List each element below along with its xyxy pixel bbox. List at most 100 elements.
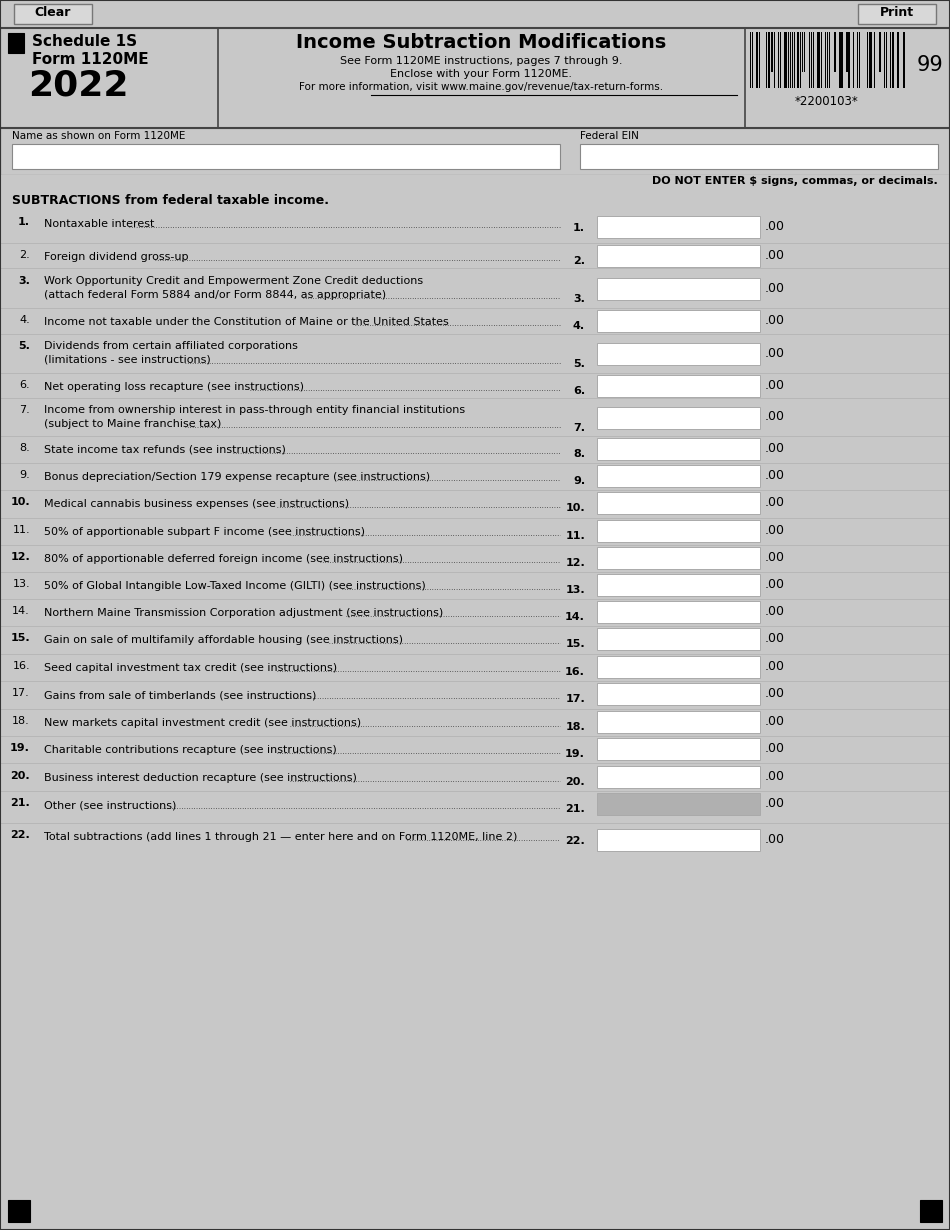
Text: 15.: 15.: [10, 633, 30, 643]
Bar: [793, 32, 794, 89]
Bar: [8, 1200, 30, 1221]
Bar: [802, 32, 803, 73]
Text: 8.: 8.: [573, 449, 585, 459]
Text: Nontaxable interest: Nontaxable interest: [44, 219, 154, 229]
Bar: [0, 825, 950, 855]
Bar: [0, 711, 950, 733]
Bar: [597, 438, 760, 460]
Text: .00: .00: [765, 742, 785, 755]
Text: (limitations - see instructions): (limitations - see instructions): [44, 355, 211, 365]
Bar: [597, 216, 760, 237]
Text: .00: .00: [765, 496, 785, 509]
Bar: [846, 32, 848, 73]
Bar: [858, 32, 859, 89]
Text: 1.: 1.: [573, 223, 585, 232]
Text: .00: .00: [765, 379, 785, 392]
Bar: [0, 245, 950, 267]
Text: .00: .00: [765, 551, 785, 565]
Text: 7.: 7.: [19, 405, 30, 415]
Text: 16.: 16.: [12, 661, 30, 672]
Bar: [0, 683, 950, 705]
Text: 6.: 6.: [573, 386, 585, 396]
Text: Other (see instructions): Other (see instructions): [44, 800, 177, 811]
Text: 7.: 7.: [573, 423, 585, 433]
Bar: [800, 32, 801, 89]
Bar: [0, 656, 950, 678]
Text: 50% of apportionable subpart F income (see instructions): 50% of apportionable subpart F income (s…: [44, 526, 365, 538]
Bar: [0, 193, 950, 212]
Text: See Form 1120ME instructions, pages 7 through 9.: See Form 1120ME instructions, pages 7 th…: [340, 57, 623, 66]
Bar: [833, 32, 836, 73]
Bar: [597, 793, 760, 815]
Text: .00: .00: [765, 469, 785, 482]
Text: 2022: 2022: [28, 68, 128, 102]
Bar: [597, 492, 760, 514]
Bar: [884, 32, 885, 89]
Bar: [0, 601, 950, 624]
Bar: [0, 465, 950, 487]
Text: .00: .00: [765, 632, 785, 645]
Text: 15.: 15.: [565, 640, 585, 649]
Text: New markets capital investment credit (see instructions): New markets capital investment credit (s…: [44, 718, 361, 728]
Bar: [8, 33, 24, 53]
Text: Income not taxable under the Constitution of Maine or the United States: Income not taxable under the Constitutio…: [44, 317, 448, 327]
Text: Net operating loss recapture (see instructions): Net operating loss recapture (see instru…: [44, 383, 304, 392]
Bar: [0, 375, 950, 397]
Text: Charitable contributions recapture (see instructions): Charitable contributions recapture (see …: [44, 745, 336, 755]
Bar: [597, 601, 760, 624]
Bar: [903, 32, 905, 89]
Text: 20.: 20.: [565, 777, 585, 787]
Bar: [597, 738, 760, 760]
Bar: [597, 406, 760, 428]
Bar: [827, 32, 828, 89]
Text: 13.: 13.: [565, 585, 585, 595]
Text: .00: .00: [765, 282, 785, 295]
Text: SUBTRACTIONS from federal taxable income.: SUBTRACTIONS from federal taxable income…: [12, 194, 329, 207]
Bar: [0, 438, 950, 460]
Text: 18.: 18.: [12, 716, 30, 726]
Text: 19.: 19.: [10, 743, 30, 753]
Text: 3.: 3.: [573, 294, 585, 304]
Text: .00: .00: [765, 578, 785, 590]
Bar: [0, 793, 950, 815]
Text: .00: .00: [765, 411, 785, 423]
Text: 1.: 1.: [18, 216, 30, 228]
Text: DO NOT ENTER $ signs, commas, or decimals.: DO NOT ENTER $ signs, commas, or decimal…: [653, 176, 938, 186]
Text: 80% of apportionable deferred foreign income (see instructions): 80% of apportionable deferred foreign in…: [44, 554, 403, 565]
Bar: [0, 271, 950, 308]
Bar: [786, 32, 787, 89]
Bar: [817, 32, 819, 89]
Bar: [0, 766, 950, 788]
Text: 20.: 20.: [10, 771, 30, 781]
Text: 16.: 16.: [565, 667, 585, 677]
Text: 8.: 8.: [19, 443, 30, 453]
Text: .00: .00: [765, 605, 785, 617]
Bar: [0, 212, 950, 242]
Text: .00: .00: [765, 770, 785, 784]
Text: Medical cannabis business expenses (see instructions): Medical cannabis business expenses (see …: [44, 499, 350, 509]
Bar: [597, 465, 760, 487]
Bar: [0, 520, 950, 542]
Bar: [839, 32, 841, 89]
Text: Income from ownership interest in pass-through entity financial institutions: Income from ownership interest in pass-t…: [44, 405, 466, 415]
Bar: [759, 32, 760, 89]
Bar: [597, 310, 760, 332]
Text: Federal EIN: Federal EIN: [580, 132, 638, 141]
Bar: [867, 32, 868, 89]
Text: 21.: 21.: [565, 804, 585, 814]
Bar: [0, 336, 950, 371]
Text: 17.: 17.: [12, 688, 30, 697]
Text: Clear: Clear: [35, 6, 71, 18]
Text: 18.: 18.: [565, 722, 585, 732]
Bar: [875, 32, 876, 89]
Bar: [12, 144, 560, 169]
Text: 11.: 11.: [12, 525, 30, 535]
Text: 50% of Global Intangible Low-Taxed Income (GILTI) (see instructions): 50% of Global Intangible Low-Taxed Incom…: [44, 581, 426, 590]
Text: Gains from sale of timberlands (see instructions): Gains from sale of timberlands (see inst…: [44, 690, 316, 700]
Bar: [0, 128, 950, 175]
Text: Name as shown on Form 1120ME: Name as shown on Form 1120ME: [12, 132, 185, 141]
Text: 4.: 4.: [19, 315, 30, 325]
Bar: [889, 32, 890, 89]
Bar: [797, 32, 799, 89]
Text: Enclose with your Form 1120ME.: Enclose with your Form 1120ME.: [390, 69, 573, 79]
